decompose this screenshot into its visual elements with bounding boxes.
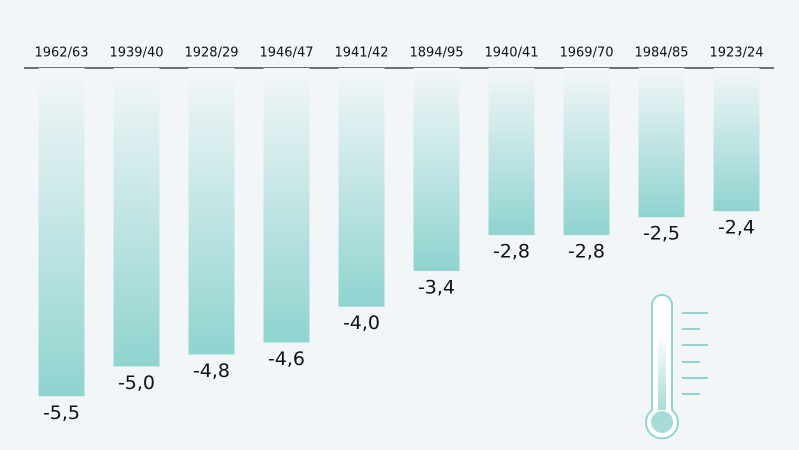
bar [38, 68, 85, 397]
x-tick-label: 1928/29 [184, 46, 238, 61]
x-tick-label: 1923/24 [709, 46, 763, 61]
bar [338, 68, 385, 307]
value-label: -5,5 [43, 402, 80, 424]
value-label: -3,4 [418, 276, 455, 298]
x-tick-label: 1946/47 [259, 46, 313, 61]
x-tick-label: 1941/42 [334, 46, 388, 61]
x-tick-label: 1940/41 [484, 46, 538, 61]
bar [188, 68, 235, 355]
value-label: -4,8 [193, 360, 230, 382]
x-tick-label: 1969/70 [559, 46, 613, 61]
bar [563, 68, 610, 236]
value-label: -4,0 [343, 312, 380, 334]
value-label: -2,8 [493, 241, 530, 263]
x-tick-label: 1962/63 [34, 46, 88, 61]
value-label: -5,0 [118, 372, 155, 394]
bar [638, 68, 685, 218]
value-label: -2,5 [643, 223, 680, 245]
value-label: -2,4 [718, 217, 755, 239]
x-tick-label: 1894/95 [409, 46, 463, 61]
bar [263, 68, 310, 343]
x-tick-label: 1984/85 [634, 46, 688, 61]
value-label: -4,6 [268, 348, 305, 370]
thermometer-icon [645, 294, 708, 440]
bar [488, 68, 535, 236]
x-tick-label: 1939/40 [109, 46, 163, 61]
bar [413, 68, 460, 271]
value-label: -2,8 [568, 241, 605, 263]
bar [113, 68, 160, 367]
bar [713, 68, 760, 212]
